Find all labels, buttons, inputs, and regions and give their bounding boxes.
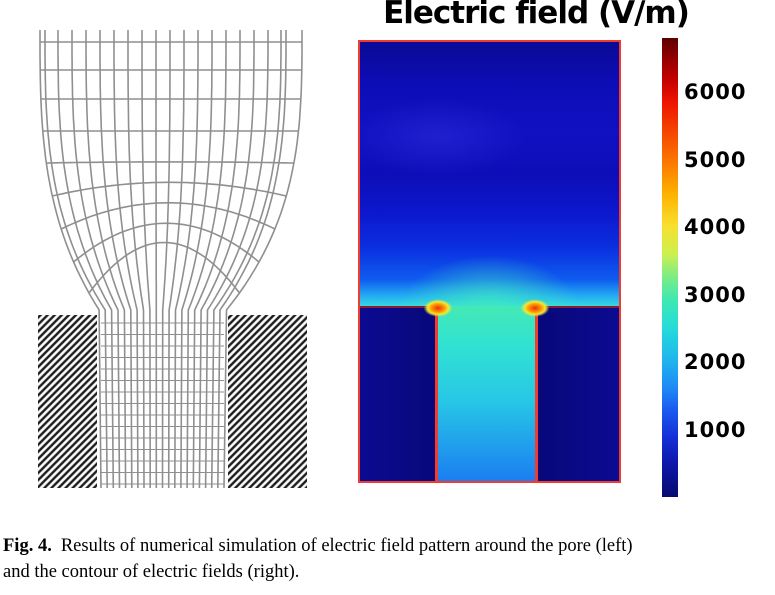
- mesh-line: [174, 30, 199, 489]
- mesh-line: [204, 30, 269, 489]
- contour-membrane-row: [360, 293, 619, 481]
- colorbar-tick-3000: 3000: [684, 282, 747, 307]
- mesh-line: [85, 30, 127, 489]
- mesh-line: [99, 30, 133, 489]
- mesh-line: [180, 30, 213, 489]
- mesh-line: [44, 30, 108, 489]
- contour-plot: [358, 40, 621, 483]
- mesh-line: [52, 181, 287, 197]
- figure-caption-label: Fig. 4.: [3, 536, 52, 556]
- colorbar-tick-6000: 6000: [684, 80, 747, 104]
- mesh-line: [60, 202, 276, 230]
- pore-channel: [438, 306, 535, 481]
- colorbar: [662, 38, 678, 497]
- mesh-panel: [38, 30, 307, 489]
- mesh-line: [71, 30, 121, 489]
- figure-title: Electric field (V/m): [383, 0, 690, 31]
- membrane-hatched-block-left: [38, 315, 97, 488]
- colorbar-tick-5000: 5000: [684, 147, 747, 172]
- colorbar-tick-2000: 2000: [684, 350, 747, 374]
- mesh-lines: [39, 30, 303, 489]
- field-hotspot-left: [420, 293, 456, 319]
- mesh-line: [127, 30, 145, 489]
- colorbar-tick-1000: 1000: [684, 417, 747, 442]
- membrane-block-right: [535, 306, 619, 481]
- mesh-line: [73, 222, 260, 263]
- mesh-line: [113, 30, 139, 489]
- mesh-line: [192, 30, 241, 489]
- colorbar-ticks: 6000 5000 4000 3000 2000 1000: [684, 38, 769, 497]
- mesh-line: [167, 30, 185, 489]
- mesh-line: [217, 30, 287, 489]
- contour-upper-bath: [360, 42, 619, 306]
- mesh-line: [186, 30, 227, 489]
- field-hotspot-right: [517, 293, 553, 319]
- membrane-block-left: [360, 306, 438, 481]
- mesh-line: [39, 30, 102, 489]
- mesh-line: [46, 161, 294, 164]
- figure-caption-line2: and the contour of electric fields (righ…: [3, 561, 300, 582]
- membrane-hatched-blocks: [38, 315, 307, 488]
- mesh-line: [223, 30, 303, 489]
- figure-caption-line1: Results of numerical simulation of elect…: [60, 536, 633, 556]
- mesh-line: [57, 30, 115, 489]
- mesh-line: [161, 30, 171, 489]
- mesh-line: [141, 30, 151, 489]
- mesh-line: [210, 30, 282, 489]
- figure-caption: Fig. 4. Results of numerical simulation o…: [3, 534, 773, 585]
- mesh-line: [88, 241, 241, 294]
- colorbar-tick-4000: 4000: [684, 215, 747, 239]
- membrane-hatched-block-right: [228, 315, 307, 488]
